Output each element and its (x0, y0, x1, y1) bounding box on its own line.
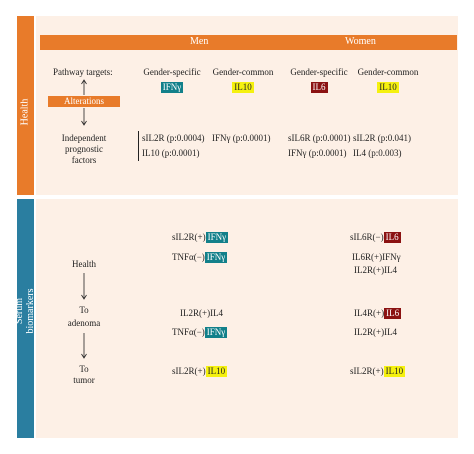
men-gender-specific-label: Gender-specific (143, 67, 201, 77)
men-marker-row-1: sIL2R(+) IFNγ (172, 232, 229, 243)
women-marker-row-1: sIL6R(−) IL6 (350, 232, 401, 243)
women-marker-row-4: IL4R(+) IL6 (354, 308, 402, 319)
stage-tumor: tumor (73, 375, 95, 385)
serum-side-bar: Serum biomarkers (14, 199, 36, 438)
indep-line3: factors (71, 155, 97, 165)
men-marker-4-badge: IFNγ (204, 327, 228, 338)
women-marker-row-5: IL2R(+)IL4 (354, 327, 398, 337)
men-factor-sil2r: sIL2R (p:0.0004) (142, 133, 205, 143)
header-women: Women (345, 36, 376, 47)
men-marker-1-text: sIL2R(+) (172, 232, 206, 242)
women-marker-4-badge: IL6 (384, 308, 402, 319)
stage-to-1: To (79, 305, 89, 315)
indep-line2: prognostic (65, 144, 103, 154)
stage-health: Health (72, 259, 96, 269)
men-marker-row-3: IL2R(+)IL4 (180, 308, 224, 318)
pathway-targets-label: Pathway targets: (53, 67, 113, 77)
women-marker-row-6: sIL2R(+) IL10 (350, 366, 406, 377)
men-marker-5-badge: IL10 (205, 366, 228, 377)
stage-adenoma: adenoma (67, 318, 101, 328)
health-side-bar: Health (17, 16, 34, 195)
stage-to-2: To (79, 364, 89, 374)
women-gender-specific-label: Gender-specific (290, 67, 348, 77)
men-marker-row-5: sIL2R(+) IL10 (172, 366, 228, 377)
men-marker-5-text: sIL2R(+) (172, 366, 206, 376)
women-marker-6-text: sIL2R(+) (350, 366, 384, 376)
women-marker-6-badge: IL10 (383, 366, 406, 377)
header-men: Men (190, 36, 209, 47)
arrow-adenoma-tumor-head (81, 353, 87, 359)
arrow-health-adenoma-head (81, 294, 87, 300)
independent-prognostic-factors-label: Independent prognostic factors (52, 133, 116, 166)
badge-men-common-il10: IL10 (232, 82, 254, 93)
men-marker-2-badge: IFNγ (204, 252, 228, 263)
men-marker-row-2: TNFα(−) IFNγ (172, 252, 228, 263)
women-marker-1-text: sIL6R(−) (350, 232, 384, 242)
indep-line1: Independent (61, 133, 107, 143)
men-marker-1-badge: IFNγ (205, 232, 229, 243)
men-marker-2-text: TNFα(−) (172, 252, 205, 262)
alterations-box: Alterations (48, 96, 120, 107)
men-factor-ifng: IFNγ (p:0.0001) (212, 133, 271, 143)
women-factor-ifng: IFNγ (p:0.0001) (288, 148, 347, 158)
women-marker-row-3: IL2R(+)IL4 (354, 265, 398, 275)
arrow-up-head (81, 79, 87, 85)
men-marker-row-4: TNFα(−) IFNγ (172, 327, 228, 338)
badge-men-specific-ifng: IFNγ (160, 82, 184, 93)
arrow-down-head (81, 120, 87, 126)
women-marker-row-2: IL6R(+)IFNγ (352, 252, 401, 262)
men-gender-common-label: Gender-common (212, 67, 274, 77)
men-marker-4-text: TNFα(−) (172, 327, 205, 337)
men-factor-il10: IL10 (p:0.0001) (142, 148, 200, 158)
women-gender-common-label: Gender-common (357, 67, 419, 77)
women-factor-il4: IL4 (p:0.003) (353, 148, 402, 158)
badge-women-common-il10: IL10 (377, 82, 399, 93)
women-factor-sil2r: sIL2R (p:0.041) (353, 133, 411, 143)
gender-header-bar: Men Women (40, 35, 457, 50)
men-factors-divider (138, 131, 139, 161)
women-factor-sil6r: sIL6R (p:0.0001) (288, 133, 351, 143)
women-marker-4-text: IL4R(+) (354, 308, 385, 318)
women-marker-1-badge: IL6 (383, 232, 401, 243)
badge-women-specific-il6: IL6 (310, 82, 328, 93)
